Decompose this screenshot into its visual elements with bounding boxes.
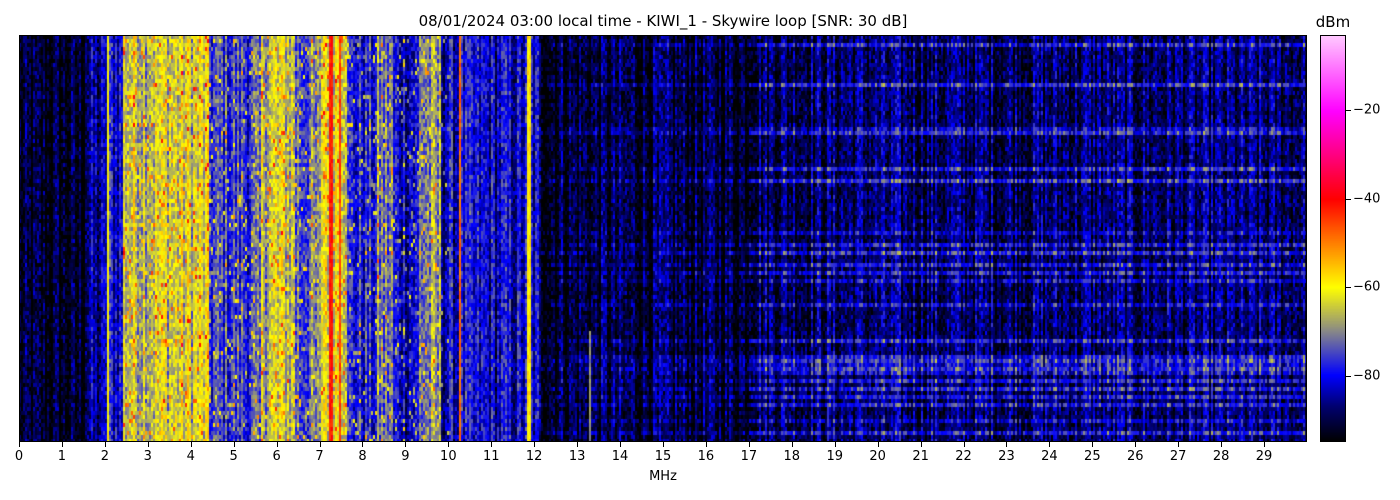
x-tick [362, 442, 364, 447]
x-tick-label: 25 [1084, 449, 1101, 464]
x-tick [577, 442, 579, 447]
x-tick [963, 442, 965, 447]
chart-title: 08/01/2024 03:00 local time - KIWI_1 - S… [418, 12, 908, 30]
x-tick-label: 11 [482, 449, 500, 464]
x-tick [834, 442, 836, 447]
x-tick-label: 13 [568, 449, 586, 464]
x-tick-label: 6 [272, 449, 281, 464]
x-tick-label: 22 [955, 449, 972, 464]
x-tick-label: 16 [697, 449, 715, 464]
x-tick-label: 10 [440, 449, 457, 464]
colorbar-tick [1346, 375, 1351, 377]
x-tick-label: 21 [912, 449, 929, 464]
x-tick-label: 2 [100, 449, 109, 464]
x-tick [491, 442, 493, 447]
x-tick-label: 19 [826, 449, 843, 464]
x-tick [534, 442, 536, 447]
colorbar-label: dBm [1315, 13, 1351, 31]
x-tick [705, 442, 707, 447]
x-tick [1264, 442, 1266, 447]
x-tick [663, 442, 664, 447]
x-tick [19, 442, 20, 447]
x-tick-label: 23 [998, 449, 1015, 464]
x-tick [1178, 442, 1180, 447]
x-tick-label: 15 [654, 449, 672, 464]
plot-frame [19, 35, 1307, 442]
x-tick-label: 1 [57, 449, 67, 464]
x-tick-label: 7 [315, 449, 324, 464]
x-tick [748, 442, 750, 447]
x-tick [1135, 442, 1137, 447]
colorbar [1320, 35, 1346, 442]
waterfall-heatmap [19, 35, 1307, 442]
x-tick [791, 442, 793, 447]
x-tick-label: 20 [869, 449, 886, 464]
x-tick-label: 26 [1126, 449, 1144, 464]
colorbar-tick [1346, 198, 1351, 200]
x-tick [276, 442, 278, 447]
colorbar-tick-label: −40 [1353, 191, 1381, 207]
colorbar-tick-label: −60 [1353, 279, 1381, 295]
x-tick [1049, 442, 1051, 447]
x-tick [104, 442, 106, 447]
x-tick-label: 3 [143, 449, 152, 464]
x-tick-label: 27 [1169, 449, 1187, 464]
x-tick [1092, 442, 1094, 447]
x-tick-label: 9 [401, 449, 410, 464]
x-tick [620, 442, 622, 447]
x-tick-label: 0 [14, 449, 24, 464]
x-tick [1221, 442, 1223, 447]
x-tick-label: 5 [229, 449, 238, 464]
x-tick [448, 442, 450, 447]
x-tick-label: 8 [358, 449, 367, 464]
colorbar-tick-label: −80 [1353, 368, 1381, 384]
x-tick [147, 442, 149, 447]
x-tick-label: 4 [186, 449, 195, 464]
x-axis-label: MHz [649, 469, 677, 484]
x-tick [1006, 442, 1008, 447]
x-tick [920, 442, 922, 447]
x-tick [61, 442, 63, 447]
colorbar-tick [1346, 110, 1351, 112]
x-tick-label: 29 [1255, 449, 1273, 464]
x-tick-label: 24 [1041, 449, 1058, 464]
x-tick-label: 14 [611, 449, 629, 464]
colorbar-tick-label: −20 [1353, 102, 1381, 118]
x-tick-label: 28 [1212, 449, 1230, 464]
x-tick-label: 17 [740, 449, 758, 464]
x-tick [405, 442, 407, 447]
x-tick [233, 442, 235, 447]
x-tick [319, 442, 321, 447]
x-tick-label: 12 [525, 449, 543, 464]
colorbar-tick [1346, 287, 1351, 289]
x-tick [877, 442, 879, 447]
x-tick [190, 442, 192, 447]
x-tick-label: 18 [783, 449, 801, 464]
